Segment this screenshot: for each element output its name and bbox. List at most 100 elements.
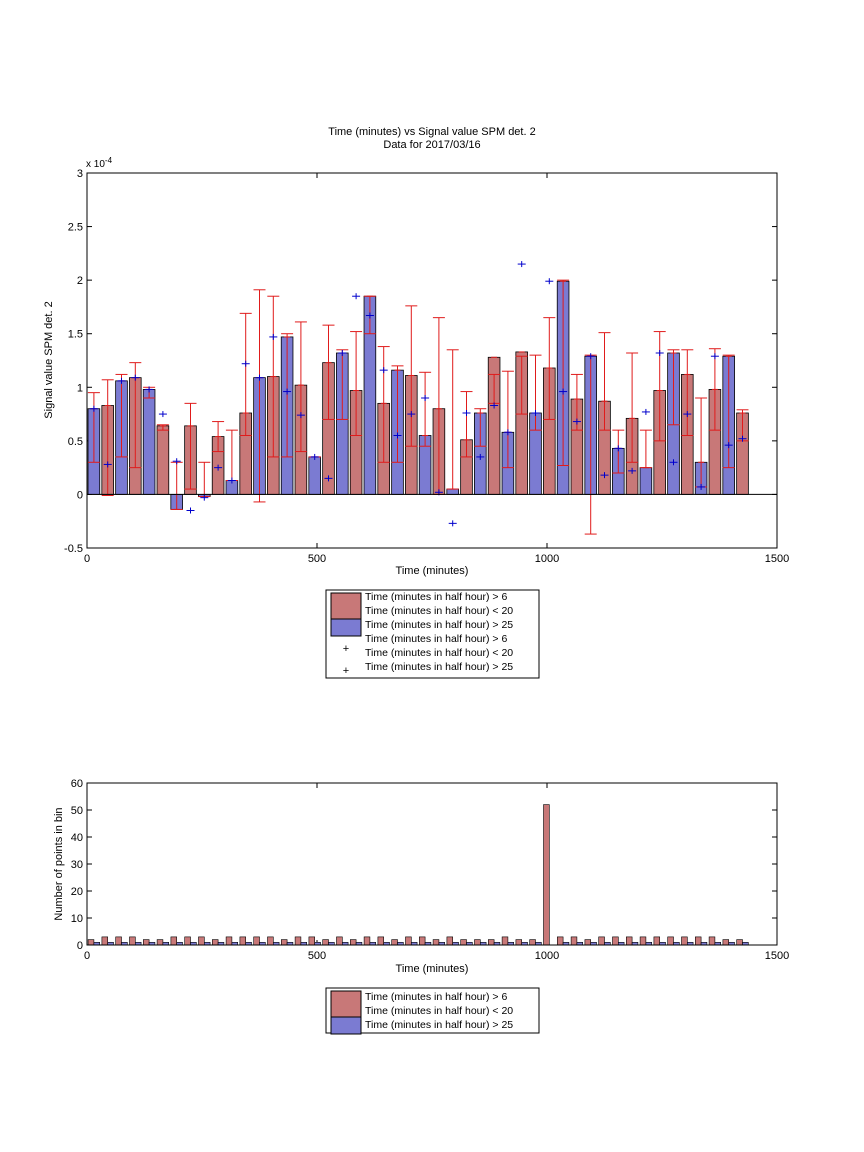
red-count-bar xyxy=(377,936,384,946)
y-tick-label: 0 xyxy=(77,489,83,501)
red-count-bar xyxy=(446,936,453,946)
x-tick-label: 1500 xyxy=(765,553,789,565)
y-ticks: 0 10 20 30 40 50 60 xyxy=(71,778,777,952)
red-count-bar xyxy=(736,939,743,946)
red-count-bar xyxy=(557,936,564,946)
red-count-bar xyxy=(612,936,619,946)
bars xyxy=(87,804,749,946)
blue-plus-marker xyxy=(407,411,416,418)
plot-frame xyxy=(86,782,778,946)
x-tick-label: 0 xyxy=(84,950,90,962)
blue-markers xyxy=(89,261,747,527)
blue-bar xyxy=(142,389,156,495)
y-tick-label: 1.5 xyxy=(68,329,83,341)
blue-plus-marker xyxy=(669,459,678,466)
legend: Time (minutes in half hour) > 6 Time (mi… xyxy=(325,987,540,1035)
red-count-bar xyxy=(184,936,191,946)
red-count-bar xyxy=(598,936,605,946)
red-count-bar xyxy=(639,936,647,946)
red-count-bar xyxy=(143,939,150,946)
y-exponent-label: x 10-4 xyxy=(86,156,113,170)
y-tick-label: 30 xyxy=(71,859,83,871)
blue-plus-marker xyxy=(200,494,209,501)
blue-plus-marker xyxy=(352,293,361,300)
y-tick-label: 1 xyxy=(77,382,83,394)
x-tick-label: 500 xyxy=(308,950,326,962)
red-count-bar xyxy=(667,936,674,946)
red-count-bar xyxy=(294,936,302,946)
blue-plus-marker xyxy=(614,445,623,452)
blue-plus-marker xyxy=(117,377,126,384)
signal-chart: Time (minutes) vs Signal value SPM det. … xyxy=(43,126,789,679)
blue-plus-marker xyxy=(172,458,181,465)
x-ticks: 0 500 1000 1500 xyxy=(84,173,789,565)
red-count-bar xyxy=(405,936,412,946)
y-tick-label: 3 xyxy=(77,168,83,180)
y-tick-label: 0.5 xyxy=(68,436,83,448)
y-exponent-base: x 10 xyxy=(86,159,105,170)
red-count-bar xyxy=(432,939,440,946)
blue-plus-marker xyxy=(559,388,568,395)
blue-plus-marker xyxy=(227,477,236,484)
blue-plus-marker xyxy=(255,374,264,381)
blue-plus-marker xyxy=(145,386,154,393)
red-count-bar xyxy=(198,936,205,946)
legend-entry-text: Time (minutes in half hour) < 20 xyxy=(365,1005,513,1017)
y-tick-label: 2 xyxy=(77,275,83,287)
blue-plus-marker xyxy=(683,411,692,418)
red-bar xyxy=(156,425,170,495)
blue-bar xyxy=(308,456,321,495)
y-tick-label: -0.5 xyxy=(64,543,83,555)
blue-bar xyxy=(446,488,459,495)
legend-red-bar-swatch xyxy=(330,990,362,1018)
legend-entry-text: Time (minutes in half hour) > 6 xyxy=(365,991,507,1003)
blue-plus-marker xyxy=(89,405,98,412)
blue-plus-marker xyxy=(545,278,554,285)
blue-plus-marker xyxy=(283,388,292,395)
red-count-bar xyxy=(212,939,219,946)
y-tick-label: 10 xyxy=(71,913,83,925)
chart-subtitle: Data for 2017/03/16 xyxy=(383,139,480,151)
legend-blue-bar-swatch xyxy=(330,618,362,637)
red-count-bar xyxy=(225,936,233,946)
blue-plus-marker xyxy=(186,507,195,514)
y-exponent-power: -4 xyxy=(105,156,113,165)
blue-plus-marker xyxy=(338,350,347,356)
blue-plus-marker xyxy=(214,464,223,471)
red-count-bar xyxy=(695,936,702,946)
legend-entry-text: Time (minutes in half hour) > 25 xyxy=(365,1019,513,1031)
blue-plus-marker xyxy=(724,442,733,449)
blue-plus-marker xyxy=(697,483,706,490)
blue-plus-marker xyxy=(490,402,499,409)
legend-entry-text: Time (minutes in half hour) > 6 xyxy=(365,633,507,645)
red-count-bar xyxy=(681,936,688,946)
blue-plus-marker xyxy=(655,350,664,356)
blue-plus-marker xyxy=(324,475,333,482)
blue-plus-marker xyxy=(158,411,167,418)
x-tick-label: 1000 xyxy=(535,950,559,962)
x-tick-label: 1000 xyxy=(535,553,559,565)
x-tick-label: 500 xyxy=(308,553,326,565)
blue-plus-marker xyxy=(476,453,485,460)
blue-plus-marker xyxy=(517,261,526,268)
red-count-bar xyxy=(115,936,122,946)
red-count-bar xyxy=(239,936,247,946)
histogram-chart: 0 10 20 30 40 50 60 0 500 1000 1500 Time (minutes… xyxy=(53,778,789,1035)
y-tick-label: 40 xyxy=(71,832,83,844)
red-count-bar xyxy=(129,936,136,946)
legend: + + Time (minutes in half hour) > 6 Time… xyxy=(325,589,540,679)
blue-plus-marker xyxy=(641,408,650,415)
red-count-bar xyxy=(570,936,578,946)
blue-plus-marker xyxy=(241,360,250,367)
y-axis-label: Number of points in bin xyxy=(53,807,65,920)
red-count-bar xyxy=(281,939,288,946)
blue-plus-marker xyxy=(379,367,388,374)
red-count-bar xyxy=(363,936,371,946)
blue-plus-marker xyxy=(296,412,305,419)
red-count-bar xyxy=(722,939,729,946)
y-tick-label: 0 xyxy=(77,940,83,952)
legend-blue-bar-swatch xyxy=(330,1016,362,1035)
blue-plus-marker xyxy=(531,410,540,416)
